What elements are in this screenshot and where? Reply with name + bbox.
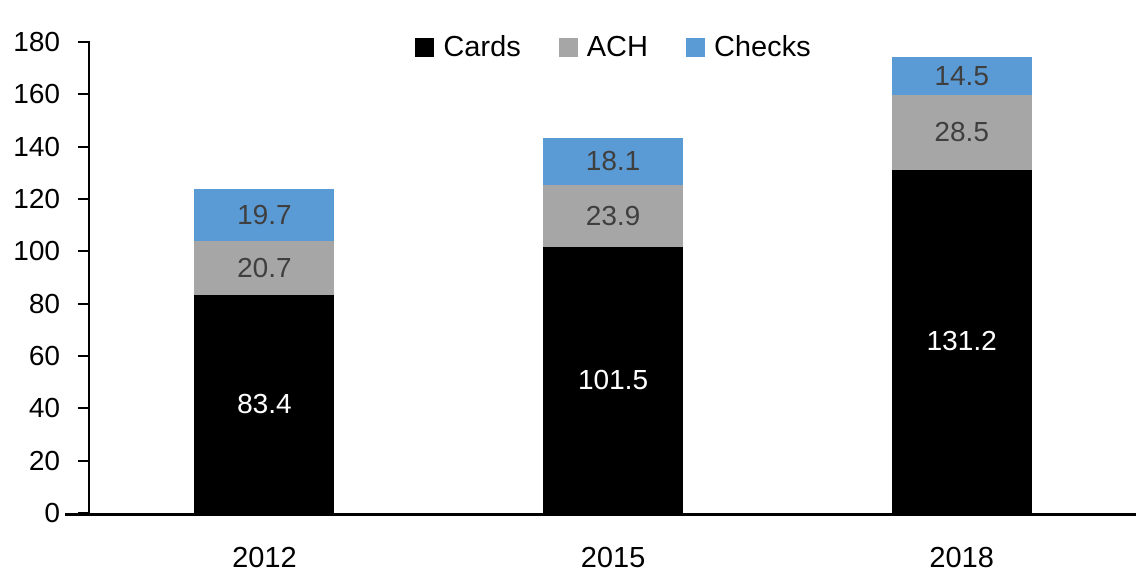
bar-segment-cards-2015: 101.5 bbox=[543, 247, 683, 513]
y-axis-tick-label: 120 bbox=[13, 183, 60, 214]
bar-segment-label: 20.7 bbox=[237, 251, 292, 283]
bar-segment-ach-2012: 20.7 bbox=[194, 240, 335, 295]
legend-item-checks: Checks bbox=[685, 30, 811, 63]
bar-segment-label: 19.7 bbox=[237, 198, 292, 230]
y-axis-tick bbox=[78, 250, 90, 253]
y-axis-tick bbox=[78, 145, 90, 148]
y-axis-tick-label: 80 bbox=[28, 287, 60, 319]
y-axis-tick bbox=[78, 407, 90, 410]
bar-segment-label: 83.4 bbox=[237, 387, 292, 419]
x-axis-line bbox=[65, 513, 1136, 516]
y-axis-tick bbox=[78, 93, 90, 96]
x-axis-label-2018: 2018 bbox=[929, 542, 994, 574]
bar-segment-label: 131.2 bbox=[926, 325, 997, 357]
legend-item-cards: Cards bbox=[415, 30, 521, 63]
y-axis-tick-label: 160 bbox=[13, 78, 60, 110]
x-axis-label-2015: 2015 bbox=[580, 542, 646, 574]
legend-swatch-cards bbox=[415, 37, 435, 57]
bar-segment-label: 101.5 bbox=[577, 364, 649, 396]
bar-segment-label: 23.9 bbox=[585, 200, 641, 232]
chart-legend: Cards ACH Checks bbox=[90, 30, 1136, 64]
y-axis-tick-label: 140 bbox=[13, 130, 60, 162]
legend-swatch-checks bbox=[685, 37, 705, 57]
legend-label-checks: Checks bbox=[713, 30, 811, 63]
bar-segment-label: 28.5 bbox=[934, 116, 989, 148]
y-axis-tick-label: 20 bbox=[28, 444, 60, 476]
bar-segment-cards-2012: 83.4 bbox=[194, 294, 335, 513]
y-axis-tick-label: 100 bbox=[13, 235, 60, 267]
legend-swatch-ach bbox=[558, 37, 578, 57]
y-axis-tick-label: 0 bbox=[44, 497, 60, 528]
y-axis-tick bbox=[78, 355, 90, 357]
legend-item-ach: ACH bbox=[558, 30, 648, 63]
y-axis-tick bbox=[78, 198, 90, 200]
y-axis-tick-label: 180 bbox=[13, 26, 60, 57]
bar-segment-ach-2018: 28.5 bbox=[891, 95, 1032, 170]
legend-label-cards: Cards bbox=[443, 30, 521, 63]
bar-segment-checks-2018: 14.5 bbox=[891, 57, 1032, 96]
bar-segment-label: 18.1 bbox=[585, 145, 641, 177]
x-axis-label-2012: 2012 bbox=[232, 542, 297, 574]
y-axis-tick-label: 60 bbox=[28, 340, 60, 371]
y-axis-tick bbox=[78, 41, 90, 43]
y-axis-tick-label: 40 bbox=[28, 392, 60, 424]
bar-segment-label: 14.5 bbox=[934, 60, 989, 92]
y-axis-tick bbox=[78, 459, 90, 462]
bar-segment-checks-2012: 19.7 bbox=[194, 189, 335, 241]
y-axis-tick bbox=[78, 302, 90, 305]
bar-segment-ach-2015: 23.9 bbox=[543, 184, 683, 248]
bar-segment-checks-2015: 18.1 bbox=[543, 137, 683, 185]
bar-segment-cards-2018: 131.2 bbox=[891, 169, 1032, 513]
y-axis-line bbox=[88, 42, 90, 515]
legend-label-ach: ACH bbox=[586, 30, 648, 63]
